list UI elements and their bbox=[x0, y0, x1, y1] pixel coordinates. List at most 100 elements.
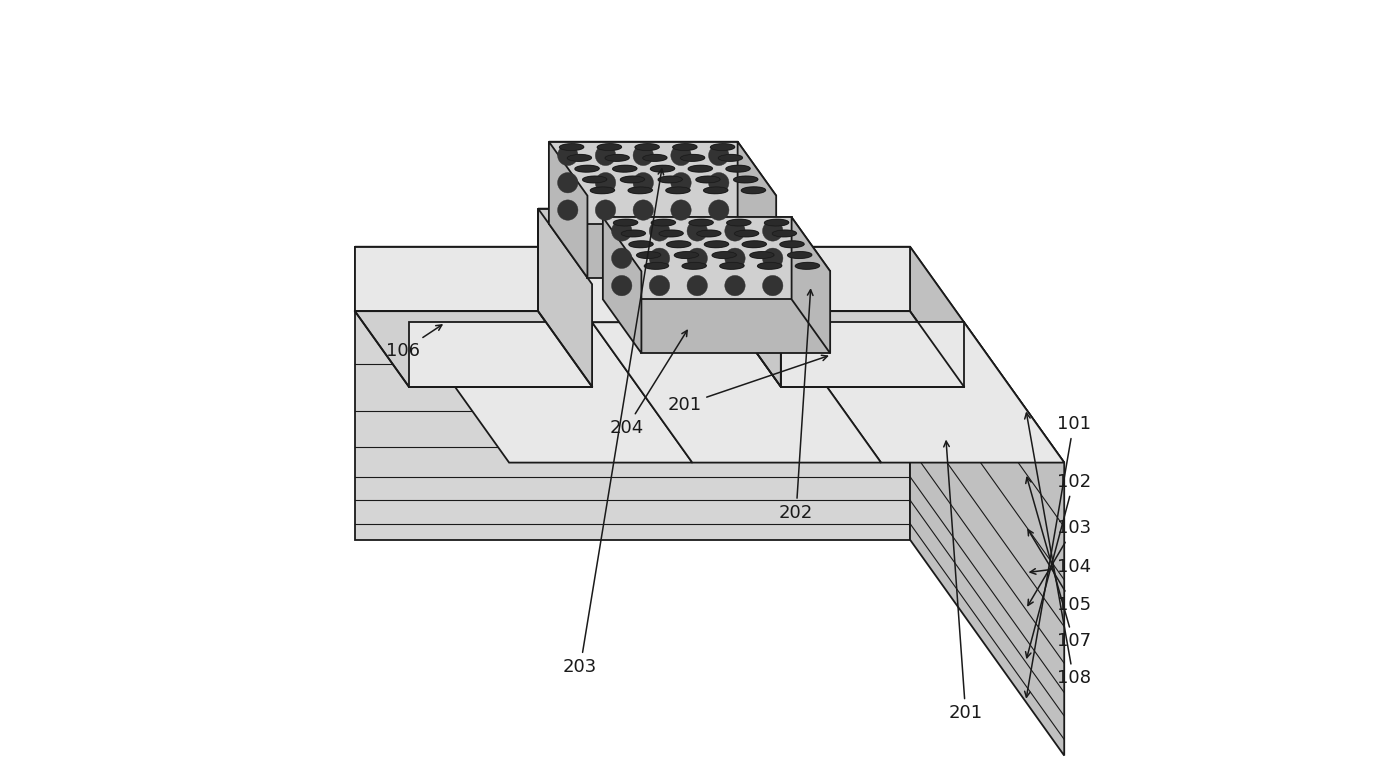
Polygon shape bbox=[727, 247, 910, 311]
Circle shape bbox=[687, 275, 708, 296]
Polygon shape bbox=[765, 220, 789, 226]
Polygon shape bbox=[758, 263, 782, 269]
Polygon shape bbox=[683, 263, 706, 269]
Polygon shape bbox=[780, 322, 1064, 463]
Polygon shape bbox=[780, 241, 804, 247]
Polygon shape bbox=[549, 142, 588, 278]
Polygon shape bbox=[549, 142, 737, 224]
Text: 102: 102 bbox=[1026, 473, 1090, 658]
Circle shape bbox=[649, 221, 670, 241]
Polygon shape bbox=[652, 220, 676, 226]
Polygon shape bbox=[603, 217, 641, 353]
Polygon shape bbox=[697, 231, 720, 237]
Polygon shape bbox=[787, 252, 812, 258]
Polygon shape bbox=[688, 166, 712, 172]
Circle shape bbox=[595, 173, 616, 193]
Text: 201: 201 bbox=[944, 441, 983, 722]
Circle shape bbox=[557, 173, 578, 193]
Circle shape bbox=[671, 173, 691, 193]
Polygon shape bbox=[642, 155, 667, 161]
Circle shape bbox=[595, 145, 616, 166]
Polygon shape bbox=[734, 177, 758, 183]
Polygon shape bbox=[637, 252, 660, 258]
Polygon shape bbox=[726, 166, 750, 172]
Polygon shape bbox=[621, 231, 645, 237]
Polygon shape bbox=[560, 144, 584, 150]
Polygon shape bbox=[667, 241, 691, 247]
Circle shape bbox=[762, 221, 783, 241]
Circle shape bbox=[649, 275, 670, 296]
Circle shape bbox=[632, 200, 653, 221]
Circle shape bbox=[725, 221, 745, 241]
Polygon shape bbox=[537, 209, 692, 463]
Polygon shape bbox=[409, 322, 692, 463]
Polygon shape bbox=[645, 263, 669, 269]
Polygon shape bbox=[604, 155, 630, 161]
Polygon shape bbox=[658, 177, 683, 183]
Polygon shape bbox=[666, 187, 690, 194]
Text: 107: 107 bbox=[1026, 477, 1090, 651]
Text: 108: 108 bbox=[1025, 413, 1090, 688]
Polygon shape bbox=[720, 263, 744, 269]
Polygon shape bbox=[603, 217, 792, 299]
Circle shape bbox=[709, 145, 729, 166]
Polygon shape bbox=[780, 322, 965, 387]
Polygon shape bbox=[737, 142, 776, 278]
Polygon shape bbox=[603, 217, 831, 271]
Polygon shape bbox=[588, 196, 776, 278]
Text: 106: 106 bbox=[385, 325, 441, 360]
Circle shape bbox=[557, 200, 578, 221]
Polygon shape bbox=[537, 209, 592, 387]
Circle shape bbox=[632, 145, 653, 166]
Polygon shape bbox=[741, 187, 765, 194]
Polygon shape bbox=[592, 322, 881, 463]
Polygon shape bbox=[772, 231, 796, 237]
Polygon shape bbox=[711, 144, 734, 150]
Polygon shape bbox=[355, 311, 592, 387]
Polygon shape bbox=[537, 247, 780, 322]
Polygon shape bbox=[697, 177, 720, 183]
Circle shape bbox=[762, 275, 783, 296]
Polygon shape bbox=[575, 166, 599, 172]
Polygon shape bbox=[355, 247, 1064, 463]
Circle shape bbox=[611, 248, 632, 268]
Circle shape bbox=[611, 221, 632, 241]
Polygon shape bbox=[537, 209, 727, 247]
Polygon shape bbox=[743, 241, 766, 247]
Circle shape bbox=[557, 145, 578, 166]
Polygon shape bbox=[796, 263, 819, 269]
Polygon shape bbox=[792, 217, 831, 353]
Polygon shape bbox=[719, 155, 743, 161]
Text: 203: 203 bbox=[563, 169, 663, 676]
Polygon shape bbox=[355, 247, 910, 540]
Polygon shape bbox=[613, 220, 638, 226]
Circle shape bbox=[762, 248, 783, 268]
Polygon shape bbox=[549, 142, 776, 196]
Circle shape bbox=[671, 200, 691, 221]
Circle shape bbox=[595, 200, 616, 221]
Polygon shape bbox=[620, 177, 645, 183]
Circle shape bbox=[632, 173, 653, 193]
Polygon shape bbox=[613, 166, 637, 172]
Polygon shape bbox=[582, 177, 607, 183]
Text: 204: 204 bbox=[609, 331, 687, 437]
Polygon shape bbox=[597, 144, 621, 150]
Text: 201: 201 bbox=[667, 355, 828, 414]
Text: 105: 105 bbox=[1027, 530, 1090, 614]
Polygon shape bbox=[910, 247, 1064, 756]
Circle shape bbox=[649, 248, 670, 268]
Polygon shape bbox=[680, 155, 705, 161]
Circle shape bbox=[687, 221, 708, 241]
Polygon shape bbox=[727, 311, 965, 387]
Circle shape bbox=[671, 145, 691, 166]
Polygon shape bbox=[635, 144, 659, 150]
Polygon shape bbox=[409, 322, 592, 387]
Circle shape bbox=[687, 248, 708, 268]
Polygon shape bbox=[630, 241, 653, 247]
Circle shape bbox=[709, 173, 729, 193]
Circle shape bbox=[725, 275, 745, 296]
Text: 103: 103 bbox=[1027, 519, 1090, 605]
Polygon shape bbox=[674, 252, 698, 258]
Polygon shape bbox=[690, 220, 713, 226]
Polygon shape bbox=[734, 231, 758, 237]
